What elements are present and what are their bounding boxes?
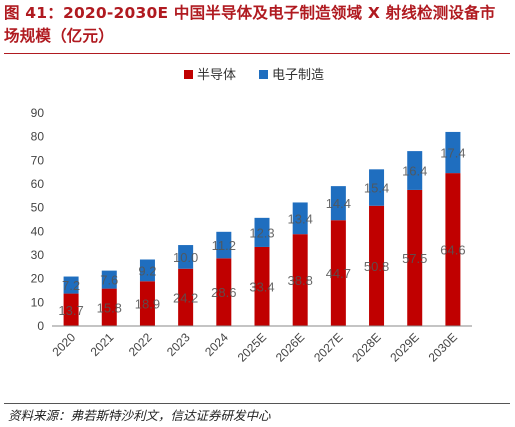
y-tick-label: 70 <box>31 153 45 167</box>
bar-2021-series-1 <box>101 288 117 326</box>
data-label-2030E-series-2: 17.4 <box>440 146 465 161</box>
bar-2030E-series-2 <box>445 131 461 174</box>
bar-2030E-series-1 <box>445 173 461 326</box>
x-tick-label: 2022 <box>126 330 155 359</box>
bar-2024-series-1 <box>216 258 232 326</box>
y-tick-label: 60 <box>31 177 45 191</box>
data-label-2026E-series-1: 38.8 <box>288 273 313 288</box>
data-label-2022-series-1: 18.9 <box>135 297 160 312</box>
bar-2028E-series-2 <box>369 169 385 206</box>
bar-2023-series-1 <box>178 268 194 326</box>
data-label-2027E-series-1: 44.7 <box>326 266 351 281</box>
title-divider <box>4 53 510 54</box>
bar-2022-series-1 <box>139 281 155 326</box>
bar-2020-series-2 <box>63 276 79 294</box>
y-tick-label: 20 <box>31 272 45 286</box>
legend-label-2: 电子制造 <box>272 68 324 83</box>
data-label-2025E-series-1: 33.4 <box>249 279 274 294</box>
bar-2028E-series-1 <box>369 205 385 326</box>
x-tick-label: 2028E <box>349 330 383 364</box>
bar-2027E-series-2 <box>330 186 346 221</box>
data-label-2028E-series-2: 15.4 <box>364 181 389 196</box>
x-tick-label: 2020 <box>49 330 78 359</box>
data-label-2028E-series-1: 50.8 <box>364 259 389 274</box>
bars <box>63 131 461 326</box>
y-tick-label: 0 <box>37 319 44 333</box>
bar-2022-series-2 <box>139 259 155 282</box>
legend-label-1: 半导体 <box>197 68 236 83</box>
data-label-2023-series-2: 10.0 <box>173 250 198 265</box>
bar-2025E-series-2 <box>254 217 270 247</box>
y-tick-label: 50 <box>31 201 45 215</box>
bar-2026E-series-1 <box>292 234 308 326</box>
bar-2020-series-1 <box>63 293 79 326</box>
data-label-2030E-series-1: 64.6 <box>440 243 465 258</box>
data-label-2021-series-2: 7.6 <box>100 273 118 288</box>
x-tick-label: 2023 <box>164 330 193 359</box>
y-axis: 0 10 20 30 40 50 60 70 80 90 <box>31 106 45 333</box>
bar-2029E-series-2 <box>407 151 423 190</box>
bar-2029E-series-1 <box>407 189 423 326</box>
legend: 半导体 电子制造 <box>184 68 324 83</box>
x-tick-label: 2024 <box>202 330 231 359</box>
legend-swatch-1 <box>184 70 193 79</box>
x-axis: 2020 2021 2022 2023 2024 2025E 2026E 2027E 2028E… <box>49 325 472 365</box>
x-tick-label: 2021 <box>88 330 117 359</box>
data-label-2020-series-1: 13.7 <box>58 303 83 318</box>
bar-2025E-series-1 <box>254 246 270 326</box>
data-label-2024-series-2: 11.2 <box>212 238 236 253</box>
bar-2027E-series-1 <box>330 220 346 326</box>
bar-2021-series-2 <box>101 270 117 289</box>
x-tick-label: 2026E <box>273 330 307 364</box>
x-tick-label: 2030E <box>426 330 460 364</box>
x-tick-label: 2027E <box>311 330 345 364</box>
footer-divider <box>4 403 510 404</box>
data-label-2027E-series-2: 14.4 <box>326 196 351 211</box>
bar-2023-series-2 <box>178 245 194 269</box>
data-labels: 13.7 7.2 15.8 7.6 18.9 9.2 24.2 10.0 28.6 11.2 33.… <box>58 146 465 318</box>
data-label-2029E-series-1: 57.5 <box>402 251 427 266</box>
y-tick-label: 40 <box>31 224 45 238</box>
y-tick-label: 10 <box>31 295 45 309</box>
bar-2024-series-2 <box>216 231 232 259</box>
y-tick-label: 30 <box>31 248 45 262</box>
data-label-2025E-series-2: 12.3 <box>249 225 274 240</box>
stacked-bar-chart: 半导体 电子制造 0 10 20 30 40 50 60 70 80 90 13.7 7.2 15.8 7… <box>31 68 472 365</box>
y-tick-label: 90 <box>31 106 45 120</box>
figure-title: 图 41：2020-2030E 中国半导体及电子制造领域 X 射线检测设备市场规… <box>4 4 496 45</box>
data-label-2024-series-1: 28.6 <box>211 285 236 300</box>
source-note: 资料来源：弗若斯特沙利文，信达证券研发中心 <box>8 408 271 423</box>
x-tick-label: 2025E <box>235 330 269 364</box>
y-tick-label: 80 <box>31 130 45 144</box>
x-tick-label: 2029E <box>387 330 421 364</box>
data-label-2026E-series-2: 13.4 <box>288 211 313 226</box>
legend-swatch-2 <box>259 70 268 79</box>
data-label-2021-series-1: 15.8 <box>97 300 122 315</box>
data-label-2022-series-2: 9.2 <box>138 263 156 278</box>
data-label-2023-series-1: 24.2 <box>173 290 198 305</box>
data-label-2029E-series-2: 16.4 <box>402 164 427 179</box>
data-label-2020-series-2: 7.2 <box>62 278 80 293</box>
bar-2026E-series-2 <box>292 202 308 235</box>
